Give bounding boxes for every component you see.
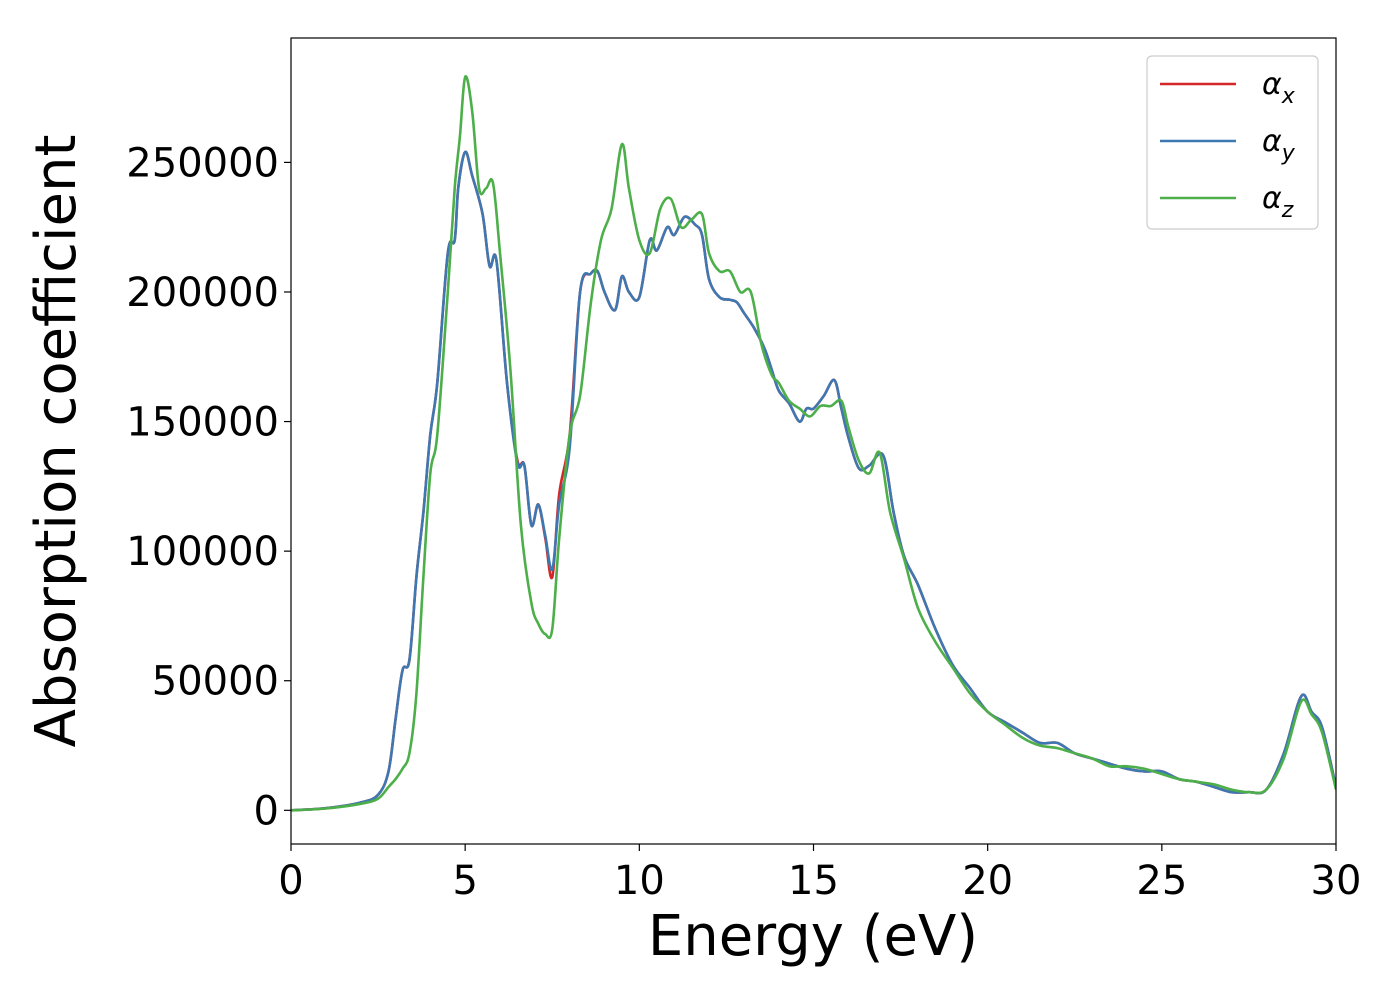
- y-axis-label: Absorption coefficient: [24, 135, 89, 748]
- y-tick-label: 150000: [126, 400, 279, 446]
- y-tick-label: 100000: [126, 529, 279, 575]
- legend-box: [1146, 55, 1319, 230]
- y-tick-label: 250000: [126, 140, 279, 186]
- x-tick-label: 20: [962, 858, 1013, 904]
- x-tick-label: 15: [788, 858, 839, 904]
- legend-label: αx: [1262, 67, 1296, 109]
- x-tick-label: 10: [614, 858, 665, 904]
- y-axis: 0 50000 100000 150000 200000 250000: [126, 140, 291, 834]
- x-axis: 0 5 10 15 20 25 30: [278, 844, 1361, 904]
- legend: αx αy αz: [1146, 55, 1319, 230]
- legend-label: αy: [1262, 124, 1296, 166]
- x-axis-label: Energy (eV): [648, 904, 978, 969]
- y-tick-label: 0: [254, 788, 279, 834]
- series-line-z: [291, 75, 1336, 812]
- x-tick-label: 5: [452, 858, 477, 904]
- y-tick-label: 200000: [126, 270, 279, 316]
- series-layer: [291, 75, 1336, 812]
- legend-label: αz: [1262, 181, 1294, 223]
- x-tick-label: 30: [1311, 858, 1362, 904]
- x-tick-label: 25: [1136, 858, 1187, 904]
- y-tick-label: 50000: [152, 659, 279, 705]
- x-tick-label: 0: [278, 858, 303, 904]
